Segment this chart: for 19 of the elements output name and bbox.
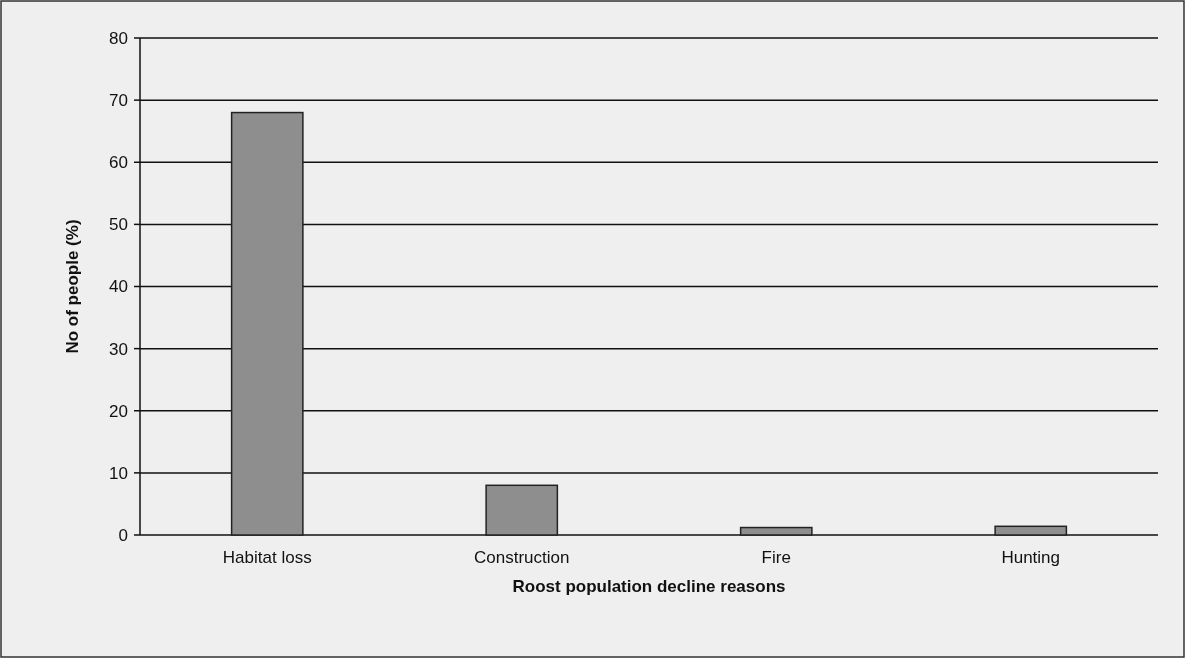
x-axis-title: Roost population decline reasons (512, 577, 786, 596)
x-tick-label: Construction (474, 548, 570, 567)
y-tick-label: 60 (109, 153, 128, 173)
x-tick-label: Habitat loss (222, 548, 312, 567)
x-tick-label: Hunting (1001, 548, 1061, 567)
y-tick-label: 30 (109, 339, 128, 359)
y-tick-label: 40 (109, 277, 128, 297)
y-tick-label: 70 (109, 91, 128, 111)
y-tick-label: 20 (109, 401, 128, 421)
y-tick-label: 10 (109, 463, 128, 483)
y-tick-label: 0 (118, 525, 128, 545)
bar (994, 525, 1068, 536)
bar (739, 526, 813, 536)
x-tick-label: Fire (761, 548, 791, 567)
y-tick-label: 50 (109, 215, 128, 235)
bar (230, 111, 304, 536)
bar (485, 484, 559, 536)
y-axis-title: No of people (%) (63, 219, 82, 354)
y-tick-label: 80 (109, 28, 128, 48)
